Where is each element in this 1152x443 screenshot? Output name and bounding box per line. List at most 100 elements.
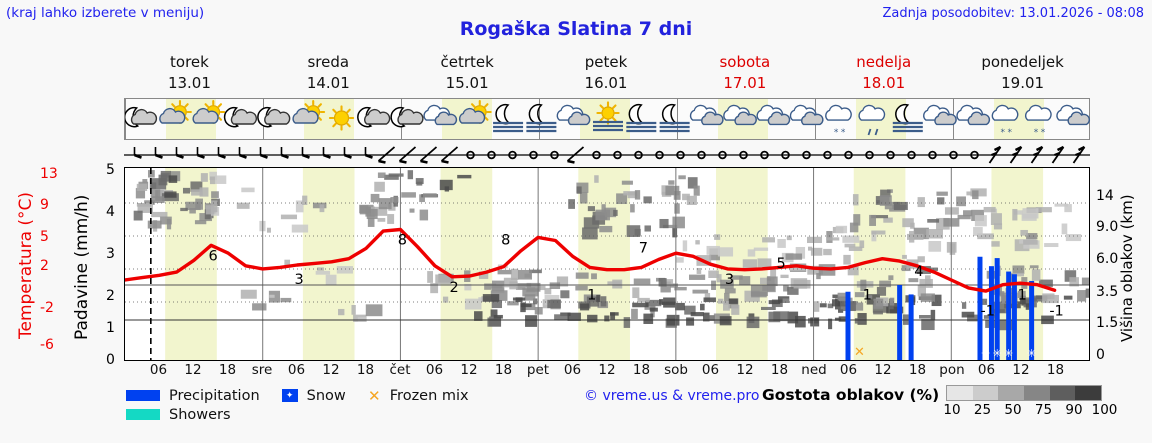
weather-icon-cloudy xyxy=(1056,104,1091,126)
cloud-density-tick-10: 10 xyxy=(943,402,961,418)
precipitation-bars xyxy=(845,256,1035,360)
copyright-text[interactable]: © vreme.us & vreme.pro xyxy=(584,388,760,404)
cloud-height-tick-0: 0 xyxy=(1096,347,1105,363)
weather-icon-night-cloudy xyxy=(125,106,158,128)
cloud-density-step-90 xyxy=(1049,386,1076,400)
day-date: 14.01 xyxy=(306,74,350,92)
day-date: 16.01 xyxy=(584,74,628,92)
wind-barb-row xyxy=(124,145,1090,164)
svg-text:*: * xyxy=(1007,128,1012,138)
x-tick-12: 12 xyxy=(598,362,616,378)
wind-barb-barb-calmish xyxy=(238,147,247,159)
x-tick-18: 18 xyxy=(908,362,927,378)
weather-icon-sun-cloud xyxy=(159,100,192,124)
wind-barb-barb-calmish xyxy=(322,147,331,159)
day-header-nedelja: nedelja 18.01 xyxy=(814,52,953,97)
temperature-value-label: 8 xyxy=(501,232,510,248)
cloud-density-shading xyxy=(133,170,1089,331)
cloud-density-step-75 xyxy=(1024,386,1050,400)
wind-barb-calm xyxy=(466,150,475,160)
x-tick-06: 06 xyxy=(287,362,306,378)
day-header-petek: petek 16.01 xyxy=(537,52,676,97)
wind-barb-calm xyxy=(508,150,517,160)
wind-barb-calm xyxy=(928,150,937,160)
x-tick-12: 12 xyxy=(1012,362,1030,378)
weather-icon-cloud-snow: * * xyxy=(991,104,1019,138)
legend-label-showers: Showers xyxy=(169,406,231,423)
wind-barb-barb-up xyxy=(1030,145,1044,164)
wind-barb-calm xyxy=(907,150,916,160)
weather-icon-cloud-snow: * * xyxy=(1024,104,1052,138)
wind-barb-barb-up xyxy=(988,145,1002,164)
x-tick-06: 06 xyxy=(425,362,444,378)
precipitation-bar xyxy=(994,258,1000,360)
wind-barb-calm xyxy=(760,150,769,160)
temperature-value-label: -1 xyxy=(980,304,994,320)
day-date: 19.01 xyxy=(1001,74,1045,92)
day-name: sobota xyxy=(719,53,771,71)
day-header-sreda: sreda 14.01 xyxy=(259,52,398,97)
day-name: četrtek xyxy=(440,53,494,71)
weather-icon-night-cloudy xyxy=(223,106,257,128)
wind-barb-barb-calmish xyxy=(259,147,268,159)
temperature-point-labels: 6 3 8 2 8 1 7 3 5 1 4 -1 1 -1 xyxy=(208,232,1063,319)
precipitation-tick-4: 4 xyxy=(106,204,115,220)
precipitation-tick-5: 5 xyxy=(106,162,115,178)
precipitation-bar xyxy=(1029,280,1035,360)
day-name: torek xyxy=(170,53,209,71)
day-separator xyxy=(677,99,678,139)
weather-icon-cloudy xyxy=(689,104,724,126)
weather-icon-cloud-snow: * * xyxy=(825,104,852,138)
precipitation-tick-2: 2 xyxy=(106,288,115,304)
location-menu-note[interactable]: (kraj lahko izberete v meniju) xyxy=(6,5,205,21)
temperature-value-label: 3 xyxy=(725,272,734,288)
wind-barb-calm xyxy=(886,150,895,160)
precipitation-axis-title: Padavine (mm/h) xyxy=(72,194,92,340)
temperature-value-label: 7 xyxy=(639,240,648,256)
wind-barb-barb-up xyxy=(1072,145,1086,164)
day-date: 15.01 xyxy=(445,74,489,92)
day-header-band: torek 13.01 sreda 14.01 četrtek 15.01 petek 16.… xyxy=(120,52,1092,97)
day-date: 17.01 xyxy=(723,74,767,92)
temperature-value-label: 5 xyxy=(777,256,786,272)
weather-icon-sun-cloud xyxy=(192,100,226,124)
precipitation-bar xyxy=(977,256,983,360)
wind-barb-calm xyxy=(655,150,664,160)
temperature-value-label: 1 xyxy=(587,288,596,304)
cloud-density-step-50 xyxy=(998,386,1025,400)
wind-barb-barb-calmish xyxy=(217,147,226,159)
x-tick-čet: čet xyxy=(389,362,411,378)
precipitation-bar xyxy=(845,291,851,360)
wind-barb-calm xyxy=(823,150,832,160)
weather-icon-night-cloudy xyxy=(357,106,391,128)
temperature-value-label: 8 xyxy=(398,232,407,248)
precipitation-swatch-icon xyxy=(126,390,160,401)
wind-barb-calm xyxy=(487,150,496,160)
wind-barb-barb-calmish xyxy=(133,147,142,159)
svg-text:*: * xyxy=(1041,128,1046,138)
snow-marker: ✳ xyxy=(993,347,1002,360)
x-tick-pon: pon xyxy=(939,362,965,378)
legend-row-primary: Precipitation ✦ Snow ✕ Frozen mix xyxy=(126,386,546,405)
x-tick-18: 18 xyxy=(632,362,651,378)
cloud-height-tick-1-5: 1.5 xyxy=(1096,315,1119,331)
wind-barb-barb-calmish xyxy=(196,147,205,159)
wind-barb-calm xyxy=(550,150,559,160)
temperature-value-label: 3 xyxy=(295,272,304,288)
cloud-height-tick-6-0: 6.0 xyxy=(1096,251,1119,267)
weather-icon-cloudy xyxy=(756,104,791,126)
cloud-density-colorbar-labels: 10 25 50 75 90 100 xyxy=(940,402,1117,420)
page-title: Rogaška Slatina 7 dni xyxy=(459,18,693,40)
x-tick-06: 06 xyxy=(563,362,582,378)
weather-icon-sun-fog xyxy=(593,101,623,132)
weather-icon-sun-cloud xyxy=(459,100,492,124)
precipitation-bar xyxy=(897,285,903,360)
day-name: nedelja xyxy=(856,53,912,71)
wind-barb-calm xyxy=(634,150,643,160)
weather-icon-night-cloudy xyxy=(390,106,424,128)
cloud-density-tick-50: 50 xyxy=(1004,402,1022,418)
snow-marker: ✳ xyxy=(981,347,990,360)
snow-swatch-icon: ✦ xyxy=(281,389,298,402)
temperature-value-label: 6 xyxy=(208,248,217,264)
